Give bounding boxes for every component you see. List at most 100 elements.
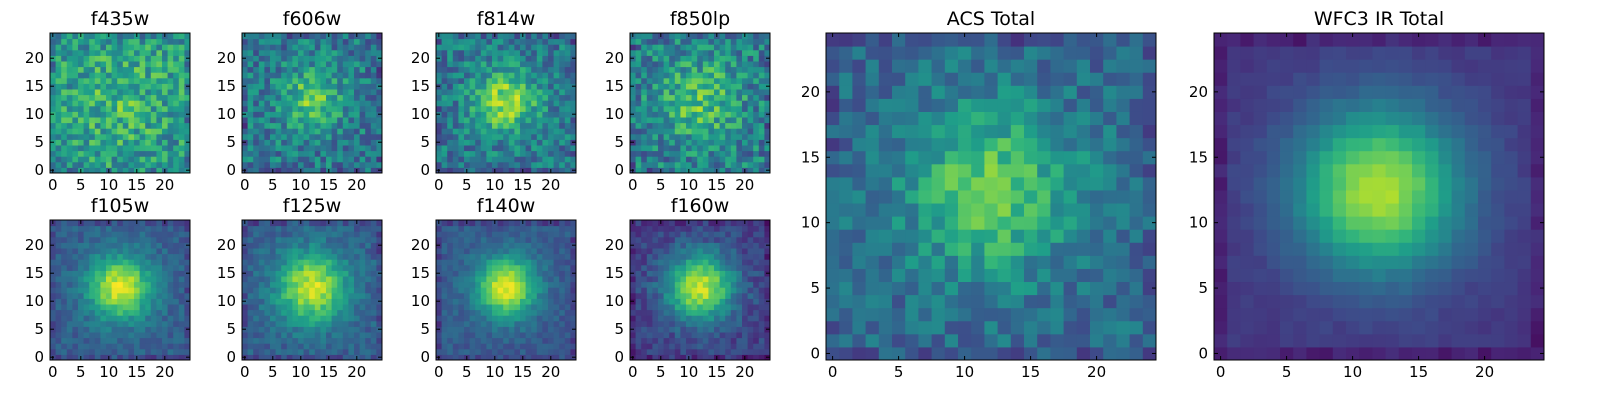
heatmap-cell [441,94,448,101]
heatmap-cell [753,122,760,129]
heatmap-cell [452,83,459,90]
heatmap-cell [122,220,129,227]
heatmap-cell [736,281,743,288]
heatmap-cell [365,77,372,84]
heatmap-cell [503,276,510,283]
heatmap-cell [458,220,465,227]
heatmap-cell [354,122,361,129]
heatmap-cell [365,315,372,322]
heatmap-cell [441,156,448,163]
heatmap-cell [309,89,316,96]
heatmap-cell [134,83,141,90]
heatmap-cell [486,337,493,344]
heatmap-cell [669,298,676,305]
heatmap-cell [702,292,709,299]
heatmap-cell [156,220,163,227]
heatmap-cell [94,77,101,84]
heatmap-cell [298,128,305,135]
heatmap-cell [663,354,670,361]
heatmap-cell [162,231,169,238]
heatmap-cell [270,337,277,344]
heatmap-cell [275,315,282,322]
heatmap-cell [714,133,721,140]
heatmap-cell [145,343,152,350]
heatmap-cell [514,117,521,124]
heatmap-cell [61,61,68,68]
heatmap-cell [309,332,316,339]
heatmap-cell [128,320,135,327]
heatmap-cell [719,298,726,305]
heatmap-cell [320,248,327,255]
heatmap-cell [66,49,73,56]
heatmap-cell [247,38,254,45]
panel-title: f606w [283,8,342,30]
heatmap-cell [570,156,577,163]
heatmap-cell [548,287,555,294]
heatmap-cell [680,348,687,355]
heatmap-cell [106,348,113,355]
heatmap-cell [758,139,765,146]
heatmap-cell [150,77,157,84]
x-tick-label: 0 [48,363,58,381]
heatmap-cell [156,77,163,84]
heatmap-cell [314,315,321,322]
heatmap-cell [447,83,454,90]
heatmap-cell [286,55,293,62]
heatmap-cell [359,248,366,255]
heatmap-cell [452,348,459,355]
heatmap-cell [553,315,560,322]
heatmap-cell [117,167,124,174]
heatmap-cell [359,309,366,316]
heatmap-cell [520,287,527,294]
heatmap-cell [441,105,448,112]
x-tick-label: 15 [513,176,532,194]
heatmap-cell [78,348,85,355]
heatmap-cell [508,354,515,361]
heatmap-cell [354,292,361,299]
heatmap-cell [436,332,443,339]
heatmap-cell [758,315,765,322]
heatmap-cell [100,242,107,249]
heatmap-cell [436,44,443,51]
heatmap-cell [72,332,79,339]
heatmap-cell [441,276,448,283]
heatmap-cell [50,287,57,294]
heatmap-cell [270,38,277,45]
heatmap-cell [275,83,282,90]
heatmap-cell [376,94,383,101]
heatmap-cell [72,89,79,96]
heatmap-cell [764,100,771,107]
heatmap-cell [669,287,676,294]
heatmap-cell [286,236,293,243]
heatmap-cell [247,343,254,350]
heatmap-cell [72,128,79,135]
heatmap-cell [564,231,571,238]
heatmap-cell [764,77,771,84]
heatmap-cell [486,281,493,288]
heatmap-cell [714,309,721,316]
heatmap-cell [162,117,169,124]
heatmap-cell [342,105,349,112]
heatmap-cell [286,139,293,146]
heatmap-cell [178,150,185,157]
heatmap-cell [184,348,191,355]
heatmap-cell [298,343,305,350]
heatmap-cell [708,44,715,51]
heatmap-cell [72,292,79,299]
heatmap-cell [708,150,715,157]
heatmap-cell [503,348,510,355]
heatmap-cell [337,320,344,327]
heatmap-cell [570,253,577,260]
heatmap-cell [247,298,254,305]
heatmap-cell [764,94,771,101]
heatmap-cell [83,122,90,129]
heatmap-cell [298,326,305,333]
heatmap-cell [680,89,687,96]
heatmap-cell [89,83,96,90]
heatmap-cell [641,133,648,140]
heatmap-cell [441,133,448,140]
heatmap-cell [669,83,676,90]
heatmap-cell [641,66,648,73]
heatmap-cell [708,122,715,129]
heatmap-cell [359,326,366,333]
